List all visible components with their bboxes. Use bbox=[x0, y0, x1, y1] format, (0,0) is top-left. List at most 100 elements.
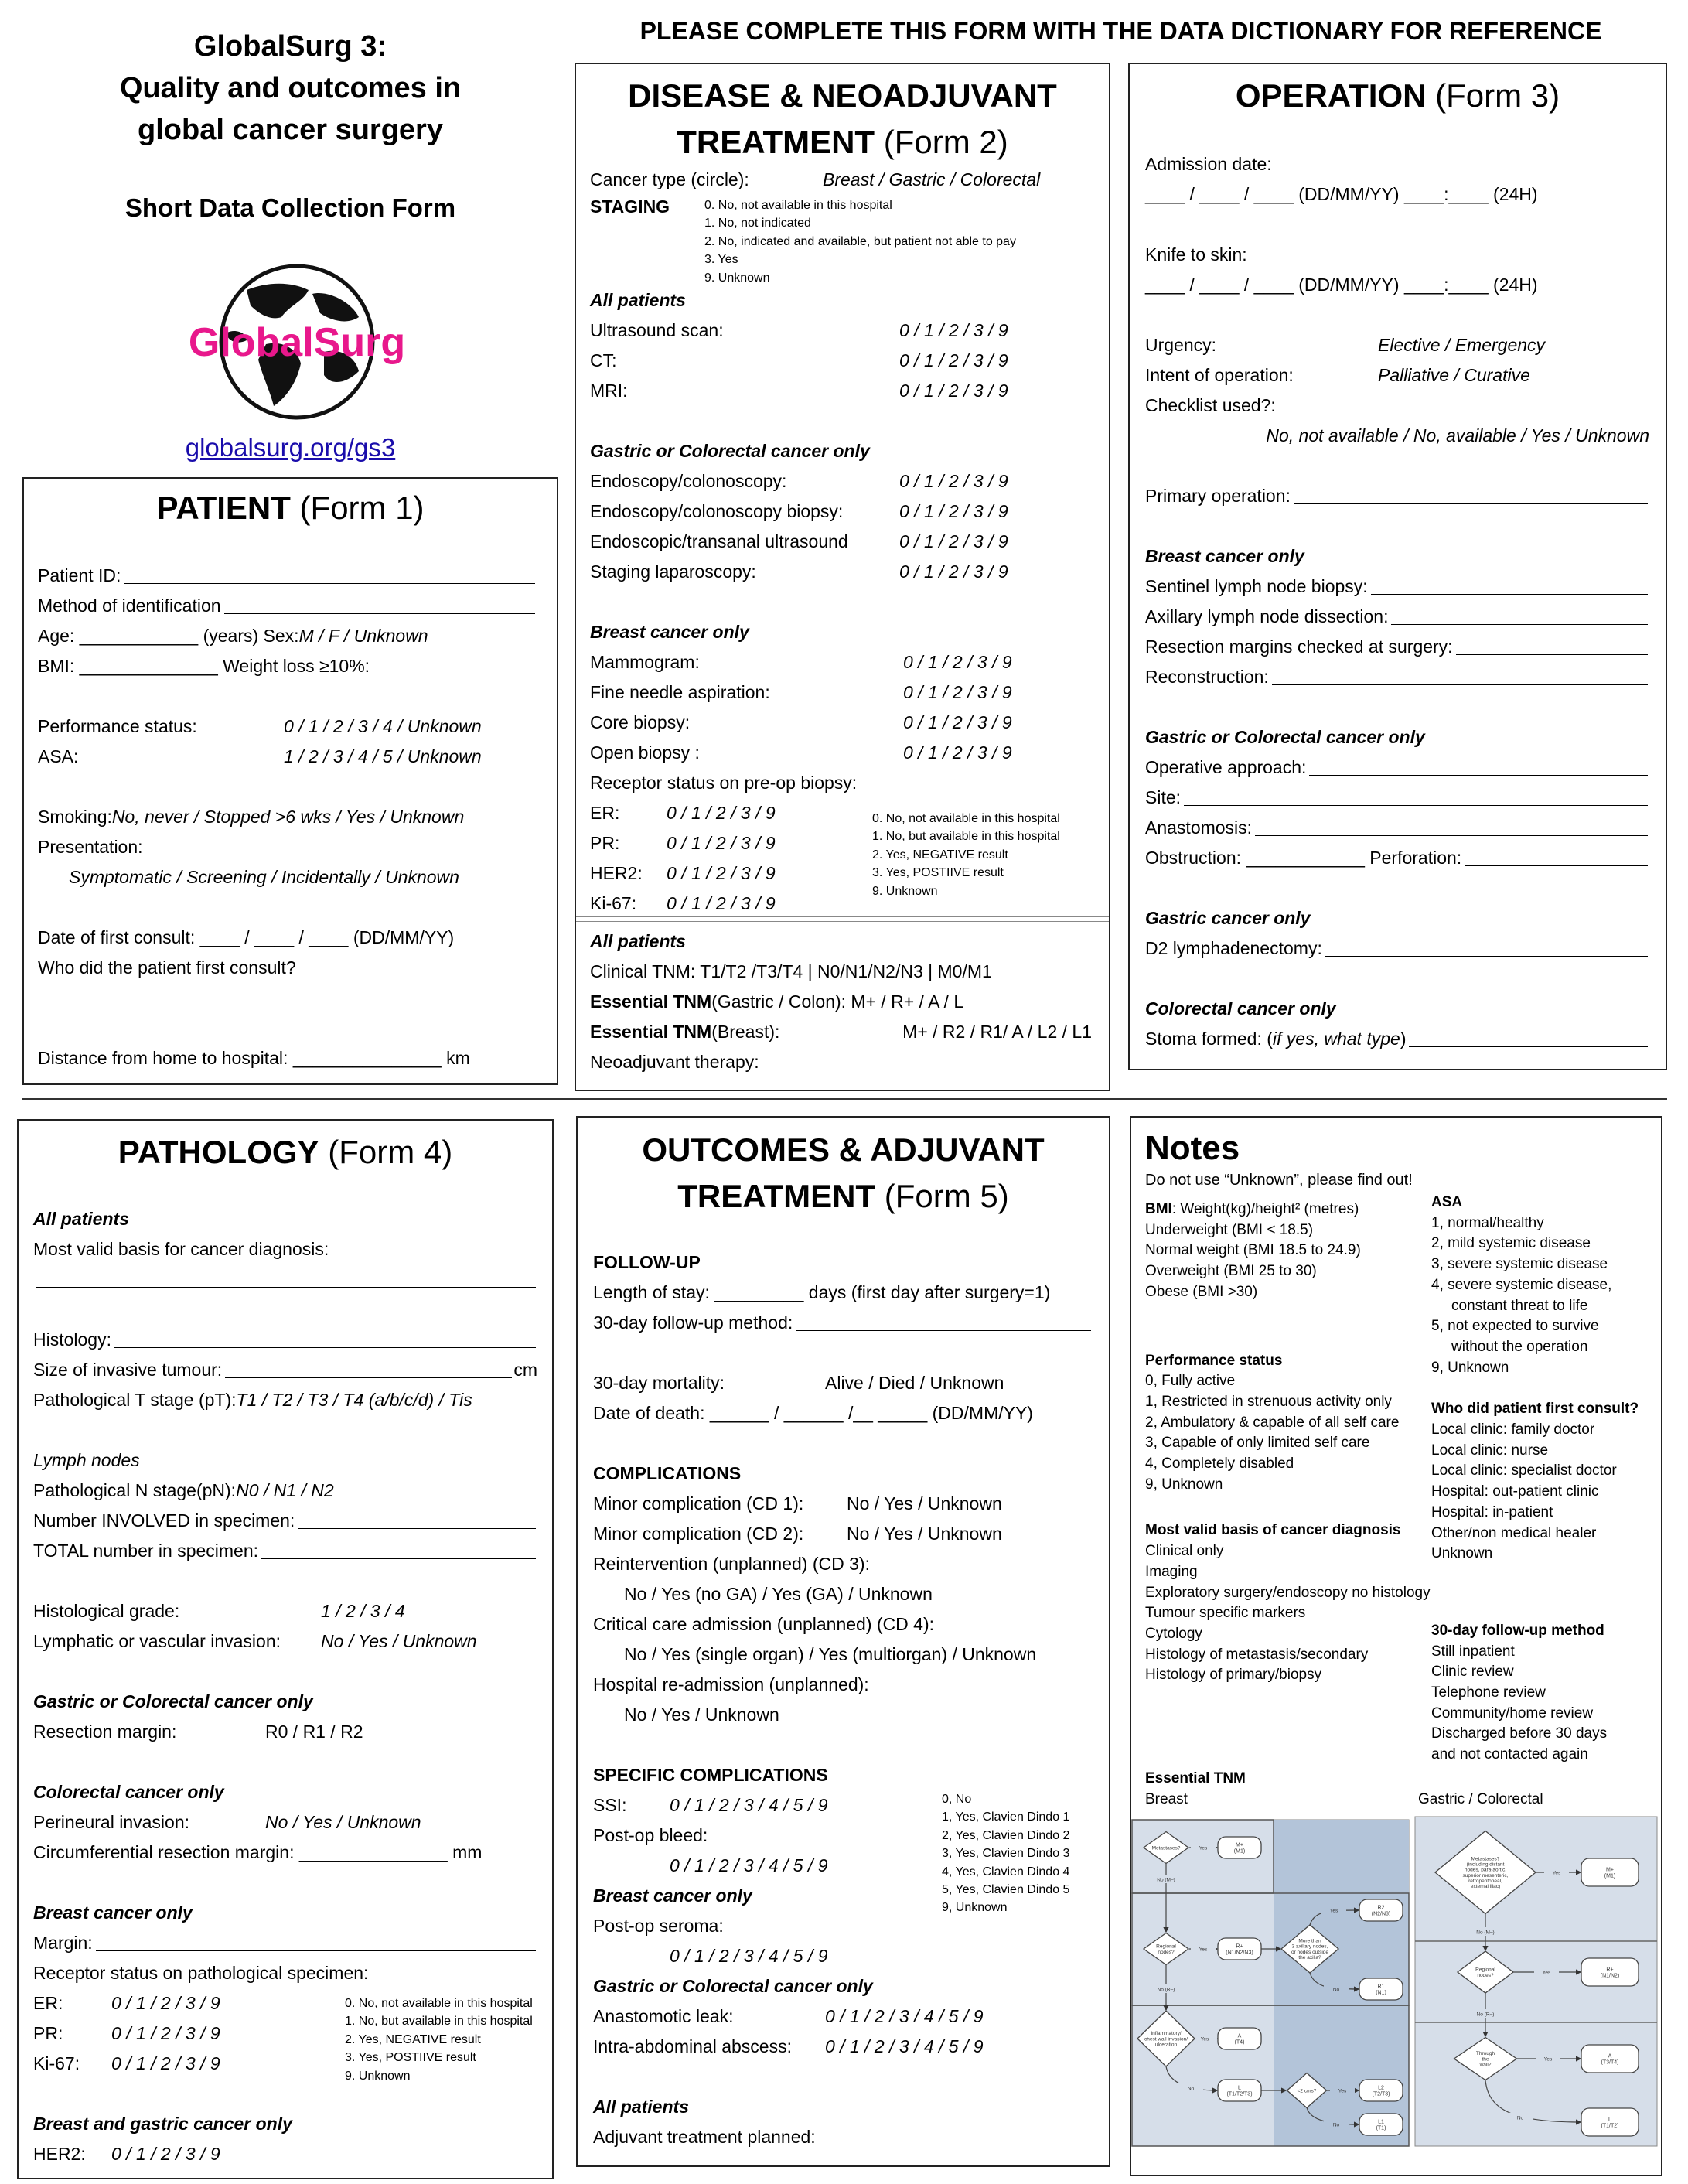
spacer bbox=[1431, 1565, 1639, 1621]
form-line: Site: bbox=[1145, 783, 1649, 813]
notes-item: 1, normal/healthy bbox=[1431, 1214, 1544, 1231]
text: Clinical TNM: T1/T2 /T3/T4 | N0/N1/N2/N3… bbox=[590, 961, 992, 981]
notes-item: constant threat to life bbox=[1451, 1297, 1588, 1314]
blank-line bbox=[223, 613, 535, 614]
field-group-followup: FOLLOW-UP Length of stay: _________ days … bbox=[593, 1247, 1093, 1338]
l2-label: L2 (T2/T3) bbox=[1373, 2086, 1390, 2097]
notes-item: Local clinic: specialist doctor bbox=[1431, 1462, 1617, 1479]
text: FOLLOW-UP bbox=[593, 1252, 701, 1272]
edge-label: Yes bbox=[1330, 1908, 1338, 1913]
form-line: ASA: 1 / 2 / 3 / 4 / 5 / Unknown bbox=[38, 742, 537, 772]
form-line: Ultrasound scan: 0 / 1 / 2 / 3 / 9 bbox=[590, 316, 1092, 346]
edge-label: Yes bbox=[1544, 2056, 1553, 2062]
text: Critical care admission (unplanned) (CD … bbox=[593, 1614, 934, 1634]
form-line: 0 / 1 / 2 / 3 / 4 / 5 / 9 bbox=[593, 1851, 1093, 1881]
field-group-identity: Patient ID: Method of identification Age… bbox=[38, 561, 537, 681]
form-line: Endoscopy/colonoscopy biopsy: 0 / 1 / 2 /… bbox=[590, 497, 1092, 527]
form-line: HER2: 0 / 1 / 2 / 3 / 9 bbox=[33, 2139, 537, 2169]
form-line: Distance from home to hospital: ________… bbox=[38, 1043, 537, 1073]
text: 0 / 1 / 2 / 3 / 9 bbox=[899, 350, 1008, 370]
form-line: Presentation: bbox=[38, 832, 537, 862]
field-label: 30-day mortality: bbox=[593, 1368, 825, 1398]
blank-line bbox=[261, 1558, 536, 1559]
text: Admission date: bbox=[1145, 154, 1272, 174]
form-line: Most valid basis for cancer diagnosis: bbox=[33, 1234, 537, 1264]
group-heading: All patients bbox=[33, 1209, 129, 1229]
blank-line bbox=[796, 1330, 1091, 1331]
text: Age: ____________ (years) Sex: bbox=[38, 626, 299, 646]
field-label: Resection margin: bbox=[33, 1717, 265, 1747]
field-label: PR: bbox=[33, 2018, 111, 2049]
notes-item: Imaging bbox=[1145, 1563, 1198, 1580]
gc-a-box bbox=[1581, 2044, 1639, 2073]
text: Distance from home to hospital: ________… bbox=[38, 1048, 470, 1068]
l2-box bbox=[1359, 2079, 1403, 2102]
edge-label: Yes bbox=[1201, 2036, 1209, 2042]
field-label: Minor complication (CD 1): bbox=[593, 1489, 847, 1519]
notes-item: Overweight (BMI 25 to 30) bbox=[1145, 1263, 1317, 1280]
staging-label: STAGING bbox=[590, 196, 670, 217]
text: Patient ID: bbox=[38, 565, 121, 585]
edge-label: No bbox=[1333, 2122, 1340, 2128]
field-group-breast: Breast cancer only Sentinel lymph node bi… bbox=[1145, 541, 1649, 692]
gc-a-label: A (T3/T4) bbox=[1601, 2054, 1619, 2066]
tnm-gc-label: Gastric / Colorectal bbox=[1418, 1791, 1543, 1807]
edge-label-bg bbox=[1473, 2009, 1498, 2018]
legend-item: 2. No, indicated and available, but pati… bbox=[704, 234, 1016, 248]
text: Receptor status on pre-op biopsy: bbox=[590, 773, 858, 793]
form-line: No, not available / No, available / Yes … bbox=[1145, 421, 1649, 451]
text: Staging laparoscopy: bbox=[590, 561, 756, 582]
field-group-grade: Histological grade: 1 / 2 / 3 / 4 Lymphati… bbox=[33, 1596, 537, 1657]
field-label: Lymphatic or vascular invasion: bbox=[33, 1626, 321, 1657]
text: 0 / 1 / 2 / 3 / 9 bbox=[899, 380, 1008, 401]
legend-item: 9. Unknown bbox=[704, 271, 770, 285]
text: Smoking: bbox=[38, 807, 112, 827]
form1-box bbox=[22, 477, 558, 1085]
blank-line bbox=[225, 1377, 513, 1378]
title-rest: (Form 3) bbox=[1426, 77, 1560, 114]
form-line: Age: ____________ (years) Sex: M / F / U… bbox=[38, 621, 537, 651]
notes-item: Discharged before 30 days bbox=[1431, 1725, 1608, 1742]
receptor-legend: 0. No, not available in this hospital 1. … bbox=[872, 810, 1060, 900]
notes-item: 3, severe systemic disease bbox=[1431, 1256, 1608, 1273]
field-label: Intent of operation: bbox=[1145, 360, 1378, 391]
regional-nodes-label: Regional nodes? bbox=[1156, 1944, 1176, 1955]
section-divider bbox=[22, 1098, 1667, 1100]
form-line: 30-day follow-up method: bbox=[593, 1308, 1093, 1338]
field-label: Open biopsy : bbox=[590, 738, 903, 768]
inflammatory-label: Inflammatory/chest wall invasion/ulcerat… bbox=[1144, 2031, 1188, 2047]
text: 30-day follow-up method: bbox=[593, 1312, 793, 1333]
title-rest: (Form 4) bbox=[319, 1134, 453, 1170]
notes-item: Other/non medical healer bbox=[1431, 1524, 1597, 1541]
globalsurg-link[interactable]: globalsurg.org/gs3 bbox=[185, 433, 396, 462]
field-label: ER: bbox=[33, 1988, 111, 2018]
title-bold: OPERATION bbox=[1235, 77, 1427, 114]
form-line: Adjuvant treatment planned: bbox=[593, 2122, 1093, 2152]
form-line: SSI: 0 / 1 / 2 / 3 / 4 / 5 / 9 bbox=[593, 1790, 1093, 1821]
title-bold: TREATMENT bbox=[677, 124, 875, 160]
form-line: Critical care admission (unplanned) (CD … bbox=[593, 1609, 1093, 1640]
form-line: Intra-abdominal abscess: 0 / 1 / 2 / 3 / … bbox=[593, 2032, 1093, 2062]
text: Anastomosis: bbox=[1145, 817, 1253, 838]
text: Essential TNM bbox=[590, 1022, 712, 1042]
form4-box bbox=[17, 1119, 554, 2179]
form-line: Mammogram: 0 / 1 / 2 / 3 / 9 bbox=[590, 647, 1092, 677]
text: 0 / 1 / 2 / 3 / 9 bbox=[899, 501, 1008, 521]
legend-item: 1, Yes, Clavien Dindo 1 bbox=[942, 1810, 1070, 1824]
form4-body: All patients Most valid basis for cancer … bbox=[33, 1204, 537, 2169]
form-line: Resection margins checked at surgery: bbox=[1145, 632, 1649, 662]
text: Ki-67: bbox=[590, 893, 637, 913]
blank-line bbox=[1409, 1046, 1648, 1047]
l1-label: L1 (T1) bbox=[1376, 2120, 1386, 2131]
field-group-margin: Gastric or Colorectal cancer only Resecti… bbox=[33, 1687, 537, 1747]
edge-label-bg bbox=[1508, 2113, 1533, 2121]
cancer-type-options: Breast / Gastric / Colorectal bbox=[823, 169, 1041, 189]
legend-item: 9, Unknown bbox=[942, 1901, 1008, 1915]
form2-body: Cancer type (circle): Breast / Gastric /… bbox=[590, 165, 1092, 919]
form-line bbox=[38, 1013, 537, 1043]
r-plus-box bbox=[1217, 1937, 1262, 1960]
text: Histology: bbox=[33, 1329, 111, 1350]
text: 0 / 1 / 2 / 3 / 9 bbox=[903, 742, 1012, 763]
text: 0 / 1 / 2 / 3 / 4 / 5 / 9 bbox=[670, 1946, 828, 1966]
text: Endoscopy/colonoscopy biopsy: bbox=[590, 501, 844, 521]
